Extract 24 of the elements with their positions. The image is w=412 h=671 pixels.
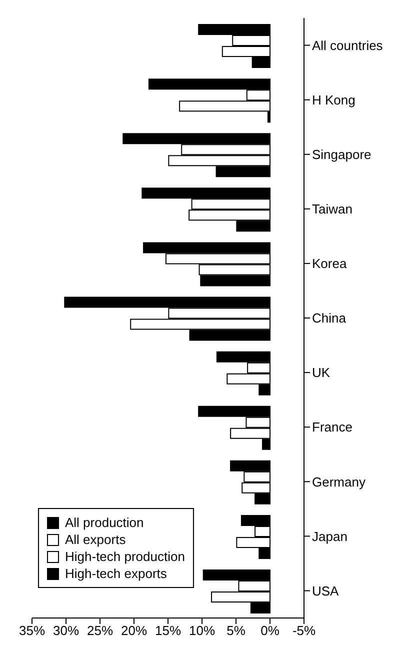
legend-label: High-tech production: [65, 549, 185, 564]
legend-label: High-tech exports: [65, 566, 167, 581]
y-tick-label: Taiwan: [312, 202, 352, 217]
legend-label: All exports: [65, 532, 126, 547]
x-tick-label: 25%: [86, 623, 114, 638]
x-tick-label: 35%: [18, 623, 46, 638]
y-tick-label: H Kong: [312, 92, 356, 108]
legend-label: All production: [65, 515, 144, 530]
y-tick-label: Korea: [312, 256, 348, 272]
x-tick-label: -5%: [292, 623, 316, 638]
x-tick-label: 15%: [154, 623, 182, 638]
y-tick-label: Singapore: [312, 146, 372, 162]
y-tick-label: Germany: [312, 474, 366, 490]
x-tick-label: 30%: [52, 623, 80, 638]
x-tick-label: 10%: [188, 623, 216, 638]
y-tick-label: UK: [312, 365, 330, 380]
x-tick-label: 0%: [260, 623, 280, 638]
y-tick-label: All countries: [312, 38, 384, 53]
y-tick-label: USA: [312, 583, 340, 598]
y-tick-label: Japan: [312, 528, 348, 544]
y-tick-label: France: [312, 420, 352, 435]
x-tick-label: 20%: [120, 623, 148, 638]
x-tick-label: 5%: [226, 623, 246, 638]
y-tick-label: China: [312, 310, 347, 326]
